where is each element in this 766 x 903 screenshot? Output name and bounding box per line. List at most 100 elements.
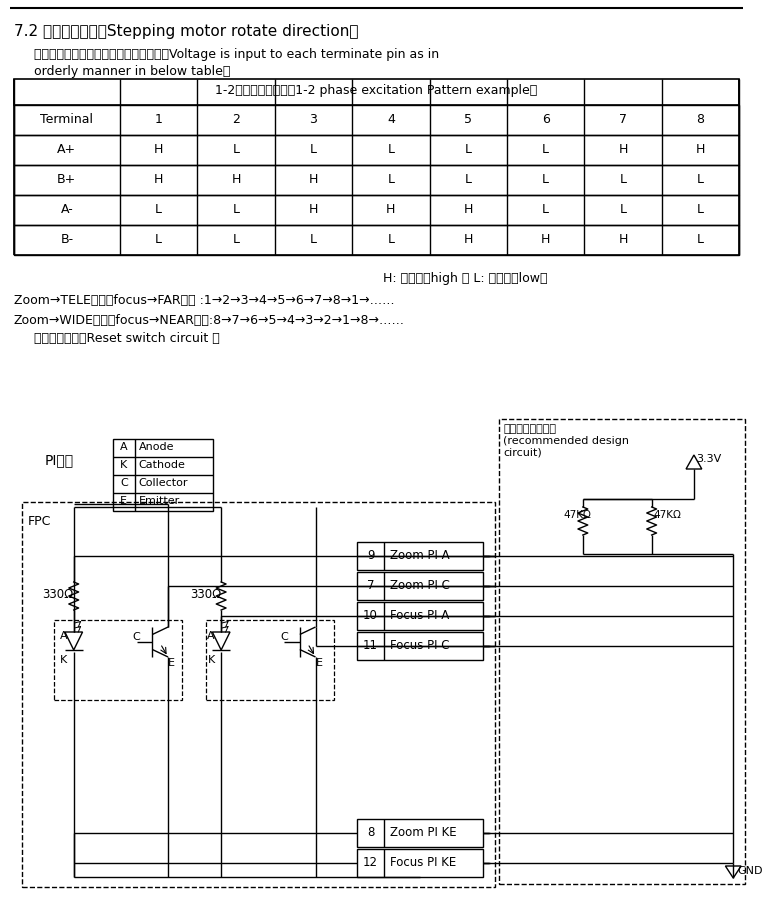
Text: B-: B- [61, 233, 74, 246]
Text: 6: 6 [542, 113, 549, 126]
Text: 47KΩ: 47KΩ [653, 509, 682, 519]
Text: 8: 8 [367, 825, 375, 838]
Text: 4: 4 [387, 113, 394, 126]
Text: Zoom→TELE方向，focus→FAR方向 :1→2→3→4→5→6→7→8→1→……: Zoom→TELE方向，focus→FAR方向 :1→2→3→4→5→6→7→8… [14, 293, 394, 307]
Text: Emitter: Emitter [139, 496, 180, 506]
Text: H: H [618, 233, 627, 246]
Text: C: C [280, 631, 288, 641]
Text: A+: A+ [57, 143, 77, 156]
Text: L: L [697, 203, 704, 216]
Text: circuit): circuit) [503, 448, 542, 458]
Text: E: E [316, 657, 322, 667]
Text: L: L [388, 172, 394, 186]
Text: 1: 1 [155, 113, 162, 126]
Text: L: L [155, 203, 162, 216]
Text: A: A [120, 442, 128, 452]
Text: E: E [120, 496, 127, 506]
Text: H: H [696, 143, 705, 156]
Text: A: A [208, 630, 215, 640]
Text: 11: 11 [363, 638, 378, 651]
Text: B+: B+ [57, 172, 77, 186]
Text: 9: 9 [367, 548, 375, 562]
Text: L: L [155, 233, 162, 246]
Text: H: H [463, 203, 473, 216]
Text: 7: 7 [619, 113, 627, 126]
Text: A: A [60, 630, 67, 640]
Text: 7.2 步进电机转向（Stepping motor rotate direction）: 7.2 步进电机转向（Stepping motor rotate directi… [14, 24, 358, 39]
Text: C: C [120, 478, 128, 488]
Text: H: H [154, 172, 163, 186]
Text: L: L [310, 143, 317, 156]
Text: 2: 2 [232, 113, 240, 126]
Text: (recommended design: (recommended design [503, 435, 629, 445]
Text: 330Ω: 330Ω [42, 587, 74, 600]
Bar [14, 226, 739, 256]
Bar [357, 573, 483, 600]
Bar [14, 79, 739, 106]
Text: C: C [133, 631, 140, 641]
Text: Zoom PI C: Zoom PI C [390, 578, 450, 591]
Text: 47KΩ: 47KΩ [563, 509, 591, 519]
Text: 电压输入到每个端子的顺序方式见下表（Voltage is input to each terminate pin as in: 电压输入到每个端子的顺序方式见下表（Voltage is input to ea… [34, 48, 440, 61]
Text: L: L [620, 203, 627, 216]
Text: 8: 8 [696, 113, 705, 126]
Text: 3.3V: 3.3V [696, 453, 721, 463]
Text: K: K [60, 655, 67, 665]
Text: 12: 12 [363, 855, 378, 868]
Text: L: L [542, 203, 549, 216]
Text: L: L [233, 143, 240, 156]
Text: 330Ω: 330Ω [190, 587, 221, 600]
Text: L: L [697, 233, 704, 246]
Text: 复位开关电路（Reset switch circuit ）: 复位开关电路（Reset switch circuit ） [34, 331, 220, 345]
Text: 10: 10 [363, 609, 378, 621]
Text: H: H [618, 143, 627, 156]
Text: K: K [120, 460, 127, 470]
Bar [357, 849, 483, 877]
Text: H: H [463, 233, 473, 246]
Text: L: L [310, 233, 317, 246]
Bar [357, 632, 483, 660]
Text: Zoom PI A: Zoom PI A [390, 548, 450, 562]
Bar [14, 196, 739, 226]
Text: L: L [388, 233, 394, 246]
Text: H: H [309, 172, 318, 186]
Bar [14, 135, 739, 166]
Text: L: L [542, 172, 549, 186]
Text: Collector: Collector [139, 478, 188, 488]
Bar [206, 620, 334, 700]
Text: H: H [231, 172, 241, 186]
Text: H: H [309, 203, 318, 216]
Text: Focus PI C: Focus PI C [390, 638, 450, 651]
Text: Focus PI A: Focus PI A [390, 609, 450, 621]
Bar [21, 502, 496, 887]
Bar [54, 620, 182, 700]
Text: L: L [697, 172, 704, 186]
Text: H: H [541, 233, 550, 246]
Bar [357, 543, 483, 571]
Text: L: L [465, 172, 472, 186]
Text: E: E [168, 657, 175, 667]
Text: GND: GND [737, 865, 763, 875]
Bar [499, 420, 745, 884]
Bar [357, 819, 483, 847]
Bar [14, 166, 739, 196]
Bar [357, 602, 483, 630]
Text: H: H [154, 143, 163, 156]
Bar [113, 440, 213, 511]
Text: L: L [388, 143, 394, 156]
Text: K: K [208, 655, 214, 665]
Text: H: 高电位（high ） L: 低电位（low）: H: 高电位（high ） L: 低电位（low） [383, 272, 548, 284]
Text: L: L [233, 203, 240, 216]
Text: orderly manner in below table）: orderly manner in below table） [34, 65, 231, 78]
Text: 推荐基板设计回路: 推荐基板设计回路 [503, 424, 556, 433]
Text: Zoom→WIDE方向，focus→NEAR方向:8→7→6→5→4→3→2→1→8→……: Zoom→WIDE方向，focus→NEAR方向:8→7→6→5→4→3→2→1… [14, 313, 404, 327]
Text: FPC: FPC [28, 515, 51, 527]
Text: L: L [542, 143, 549, 156]
Text: Anode: Anode [139, 442, 174, 452]
Text: Cathode: Cathode [139, 460, 185, 470]
Text: 7: 7 [367, 578, 375, 591]
Text: H: H [386, 203, 395, 216]
Text: Zoom PI KE: Zoom PI KE [390, 825, 457, 838]
Text: Terminal: Terminal [41, 113, 93, 126]
Text: L: L [620, 172, 627, 186]
